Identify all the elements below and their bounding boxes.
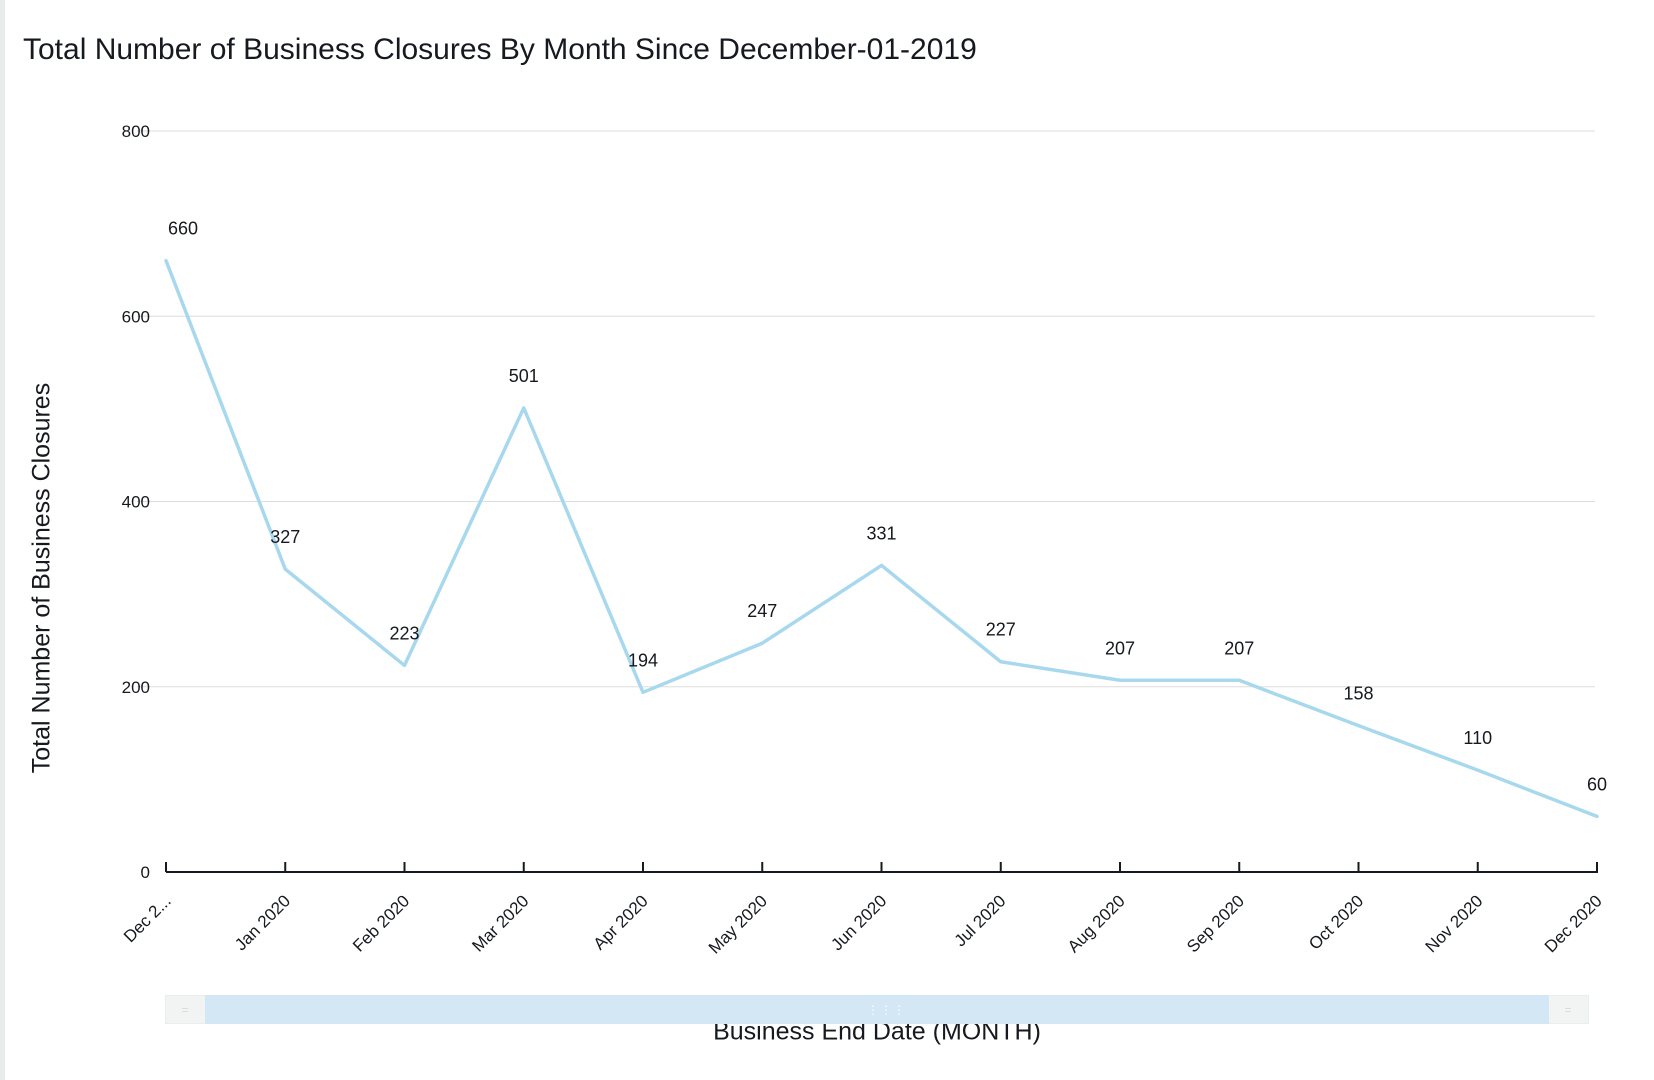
x-tick-label: Dec 2020 bbox=[1541, 891, 1606, 956]
data-label: 60 bbox=[1587, 774, 1607, 794]
data-label: 207 bbox=[1105, 638, 1135, 658]
y-tick-label: 200 bbox=[122, 678, 150, 697]
x-tick-label: Oct 2020 bbox=[1305, 891, 1367, 953]
x-tick-label: Nov 2020 bbox=[1422, 891, 1487, 956]
data-label: 501 bbox=[509, 366, 539, 386]
data-label: 110 bbox=[1463, 728, 1492, 748]
x-tick-label: Jun 2020 bbox=[827, 891, 890, 954]
x-tick-label: Apr 2020 bbox=[590, 891, 652, 953]
x-tick-label: Sep 2020 bbox=[1183, 891, 1248, 956]
range-scrollbar-thumb[interactable] bbox=[205, 995, 1549, 1024]
y-tick-label: 0 bbox=[141, 863, 150, 882]
series-line bbox=[164, 258, 1599, 819]
data-label: 327 bbox=[270, 527, 300, 547]
y-tick-label: 400 bbox=[122, 493, 150, 512]
panel-left-edge bbox=[0, 0, 5, 1080]
data-label: 194 bbox=[628, 650, 658, 670]
x-tick-label: Dec 2... bbox=[120, 891, 175, 946]
data-label: 247 bbox=[747, 601, 777, 621]
data-label: 660 bbox=[168, 219, 198, 239]
y-axis-title: Total Number of Business Closures bbox=[27, 382, 56, 774]
data-label: 227 bbox=[986, 620, 1016, 640]
data-label: 331 bbox=[866, 523, 896, 543]
data-label: 158 bbox=[1343, 684, 1373, 704]
x-tick-label: Jan 2020 bbox=[231, 891, 294, 954]
y-tick-label: 800 bbox=[122, 122, 150, 141]
scrollbar-left-handle-icon[interactable]: = bbox=[181, 1003, 189, 1017]
chart-title: Total Number of Business Closures By Mon… bbox=[23, 33, 977, 66]
x-tick-label: Mar 2020 bbox=[468, 891, 532, 955]
y-tick-label: 600 bbox=[122, 307, 150, 326]
data-label: 223 bbox=[389, 623, 419, 643]
x-tick-label: Jul 2020 bbox=[951, 891, 1010, 950]
scrollbar-drag-grip-icon[interactable]: ⋮⋮⋮ bbox=[867, 1003, 906, 1017]
x-tick-label: May 2020 bbox=[705, 891, 771, 957]
x-tick-label: Aug 2020 bbox=[1064, 891, 1129, 956]
x-tick-label: Feb 2020 bbox=[349, 891, 413, 955]
scrollbar-right-handle-icon[interactable]: = bbox=[1564, 1003, 1572, 1017]
data-label: 207 bbox=[1224, 638, 1254, 658]
